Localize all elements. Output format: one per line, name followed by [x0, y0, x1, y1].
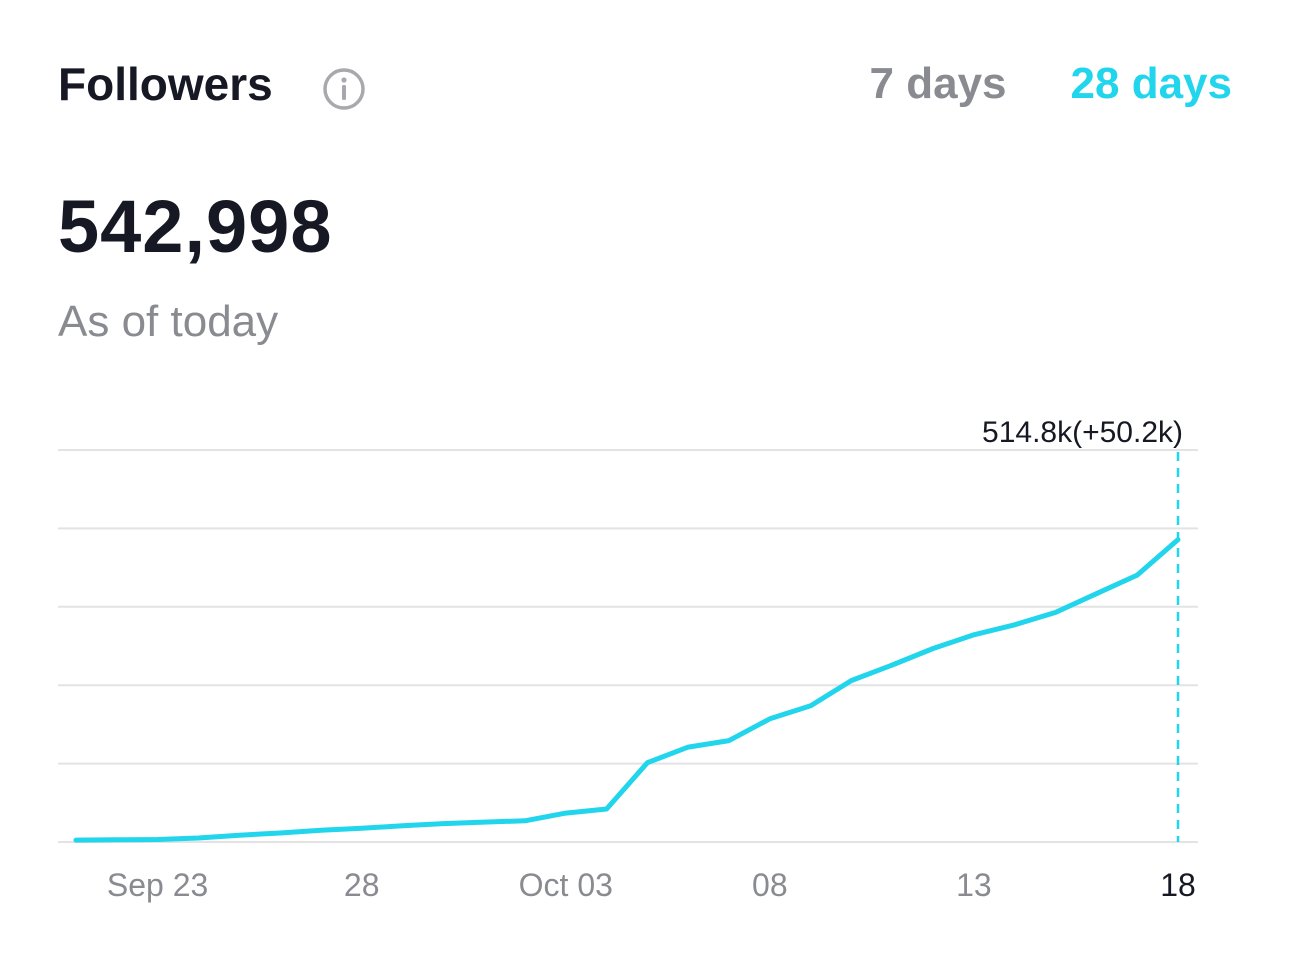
data-point[interactable]: [889, 662, 895, 668]
follower-count: 542,998: [58, 185, 333, 268]
data-point[interactable]: [1175, 537, 1181, 543]
data-point[interactable]: [1093, 591, 1099, 597]
data-point[interactable]: [563, 810, 569, 816]
data-point[interactable]: [359, 825, 365, 831]
data-point[interactable]: [400, 823, 406, 829]
data-point[interactable]: [604, 806, 610, 812]
data-point[interactable]: [971, 632, 977, 638]
chart-gridlines: [58, 449, 1198, 843]
tab-7-days[interactable]: 7 days: [870, 54, 1007, 114]
data-point[interactable]: [195, 835, 201, 841]
x-tick-label: Oct 03: [519, 867, 613, 903]
data-point[interactable]: [440, 821, 446, 827]
tab-28-days[interactable]: 28 days: [1071, 54, 1232, 114]
data-point[interactable]: [114, 837, 120, 843]
chart-annotation: 514.8k(+50.2k): [982, 416, 1183, 449]
x-tick-label: 28: [344, 867, 380, 903]
chart-x-ticks: Sep 23 28 Oct 03 08 13 18: [107, 867, 1196, 903]
selected-day-value-label: 514.8k(+50.2k): [982, 416, 1183, 449]
data-point[interactable]: [644, 760, 650, 766]
data-point[interactable]: [522, 818, 528, 824]
chart-series: [73, 537, 1181, 843]
data-point[interactable]: [808, 703, 814, 709]
data-point[interactable]: [73, 837, 79, 843]
data-point[interactable]: [930, 645, 936, 651]
data-point[interactable]: [848, 678, 854, 684]
data-point[interactable]: [277, 830, 283, 836]
x-tick-label: 13: [956, 867, 992, 903]
x-tick-label: 08: [752, 867, 788, 903]
data-point[interactable]: [155, 837, 161, 843]
x-tick-label: 18: [1160, 867, 1196, 903]
page-title: Followers: [58, 58, 273, 110]
data-point[interactable]: [767, 716, 773, 722]
data-point[interactable]: [1012, 622, 1018, 628]
data-point[interactable]: [481, 819, 487, 825]
info-icon[interactable]: [322, 67, 366, 111]
data-point[interactable]: [726, 738, 732, 744]
x-tick-label: Sep 23: [107, 867, 208, 903]
as-of-caption: As of today: [58, 297, 279, 346]
followers-series-line: [73, 537, 1181, 843]
range-tabs: 7 days 28 days: [870, 54, 1232, 114]
data-point[interactable]: [1134, 572, 1140, 578]
data-point[interactable]: [318, 827, 324, 833]
data-point[interactable]: [236, 832, 242, 838]
data-point[interactable]: [1053, 609, 1059, 615]
data-point[interactable]: [685, 744, 691, 750]
